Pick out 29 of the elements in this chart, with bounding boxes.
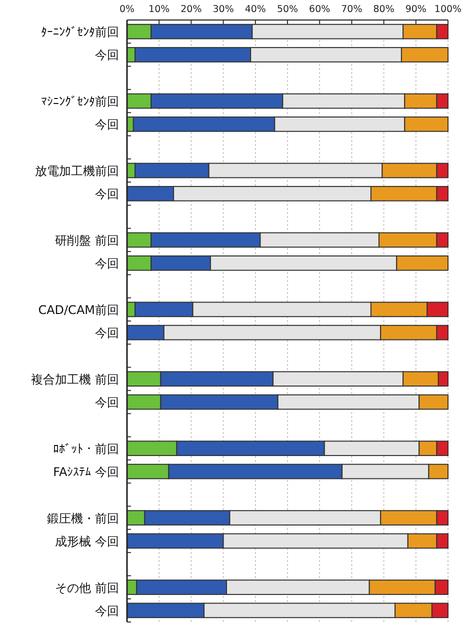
x-tick-label: 70%: [341, 4, 362, 15]
y-tick-label: 今回: [95, 396, 119, 410]
y-tick-label: 放電加工機前回: [35, 164, 119, 178]
x-tick-label: 100%: [434, 4, 462, 15]
y-tick-label: FAｼｽﾃﾑ 今回: [53, 465, 119, 479]
y-tick-label: ﾛﾎﾞｯﾄ・前回: [53, 442, 119, 456]
y-tick-label: 研削盤 前回: [55, 233, 119, 248]
x-tick-label: 30%: [212, 4, 234, 15]
x-tick-label: 60%: [309, 4, 330, 15]
x-tick-label: 50%: [276, 4, 298, 15]
y-tick-label: 今回: [95, 187, 119, 202]
y-tick-label: CAD/CAM前回: [38, 302, 119, 317]
y-tick-label: ﾀｰﾆﾝｸﾞｾﾝﾀ前回: [41, 25, 119, 40]
y-tick-label: 複合加工機 前回: [31, 372, 119, 386]
y-tick-label: 成形械 今回: [55, 534, 119, 548]
x-tick-label: 40%: [244, 4, 266, 15]
y-tick-label: 今回: [95, 118, 119, 132]
y-tick-label: 今回: [95, 604, 119, 618]
y-tick-label: その他 前回: [55, 580, 119, 595]
x-tick-label: 90%: [405, 4, 426, 15]
x-tick-label: 80%: [373, 4, 394, 15]
y-tick-label: 今回: [95, 256, 119, 271]
x-tick-label: 0%: [119, 4, 135, 15]
x-tick-label: 10%: [148, 4, 170, 15]
y-tick-label: ﾏｼﾆﾝｸﾞｾﾝﾀ前回: [41, 94, 119, 109]
y-tick-label: 今回: [95, 48, 119, 62]
x-tick-label: 20%: [180, 4, 202, 15]
y-tick-label: 今回: [95, 326, 119, 340]
y-tick-label: 鍛圧機・前回: [47, 511, 119, 526]
